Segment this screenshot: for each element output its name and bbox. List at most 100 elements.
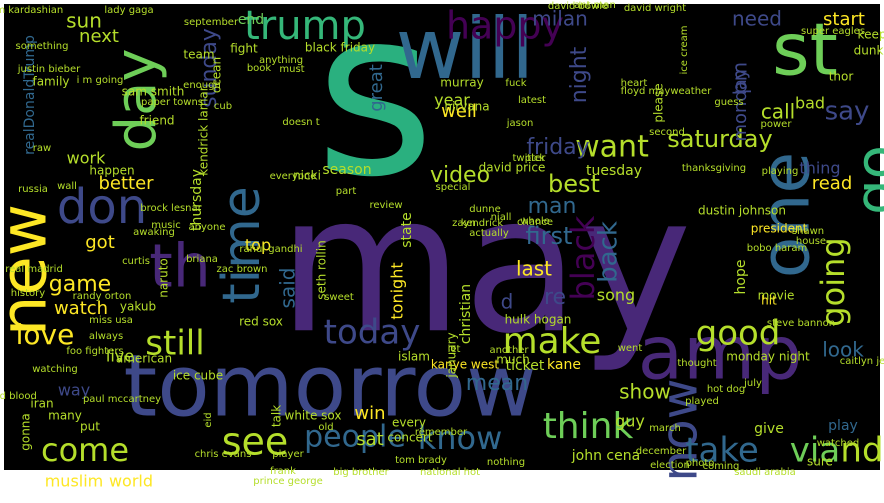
cloud-word: thursday <box>189 169 205 231</box>
cloud-word: look <box>822 338 864 362</box>
cloud-word: wall <box>57 181 77 192</box>
cloud-word: year <box>434 91 470 110</box>
cloud-word: ant man <box>574 0 616 11</box>
cloud-word: islam <box>398 350 430 364</box>
cloud-word: remember <box>415 427 468 438</box>
cloud-word: every <box>392 416 426 430</box>
cloud-word: iran <box>30 397 53 411</box>
cloud-word: sam smith <box>122 85 185 99</box>
cloud-word: sun <box>66 9 102 33</box>
cloud-word: kim kardashian <box>0 5 63 16</box>
cloud-word: house <box>796 236 826 247</box>
cloud-word: music <box>151 220 181 231</box>
cloud-word: nirvana <box>444 100 489 114</box>
cloud-word: people <box>304 420 406 455</box>
cloud-word: justin bieber <box>17 64 81 75</box>
cloud-word: st <box>772 8 838 92</box>
cloud-word: kendrick lamar <box>197 86 211 175</box>
cloud-word: come <box>41 431 129 469</box>
cloud-word: real madrid <box>5 264 63 275</box>
cloud-word: floyd mayweather <box>621 86 713 97</box>
cloud-word: cub <box>214 101 232 112</box>
cloud-word: actually <box>469 228 509 239</box>
cloud-word: tom brady <box>395 455 447 466</box>
cloud-word: steve bannon <box>767 318 835 329</box>
cloud-word: whole <box>520 216 550 227</box>
cloud-word: old <box>318 422 333 433</box>
cloud-word: nicki <box>293 169 321 183</box>
cloud-word: put <box>80 420 100 434</box>
cloud-word: good <box>696 314 781 354</box>
cloud-word: another <box>489 345 529 356</box>
cloud-word: guess <box>714 97 743 108</box>
cloud-word: tuesday <box>586 163 642 179</box>
cloud-word: tomorrow <box>124 336 537 436</box>
cloud-word: muslim <box>45 472 104 491</box>
cloud-word: paul mccartney <box>83 394 161 405</box>
cloud-word: give <box>754 421 784 437</box>
cloud-word: pm <box>728 62 752 94</box>
cloud-word: night <box>567 46 592 103</box>
cloud-word: sunday <box>197 28 222 108</box>
cloud-word: player <box>272 449 304 460</box>
cloud-word: hulk hogan <box>505 313 572 327</box>
cloud-word: live <box>106 347 134 366</box>
cloud-word: bad blood <box>0 391 37 402</box>
cloud-word: well <box>441 101 477 122</box>
cloud-word: twitter <box>513 153 547 164</box>
cloud-word: video <box>430 163 490 188</box>
cloud-word: chris evans <box>195 449 252 460</box>
cloud-word: now <box>651 378 709 481</box>
cloud-word: work <box>67 149 106 168</box>
cloud-word: win <box>354 403 385 424</box>
cloud-word: raw <box>33 143 51 154</box>
cloud-word: review <box>369 200 402 211</box>
cloud-word: s <box>315 0 435 228</box>
cloud-word: national hot <box>420 467 480 478</box>
cloud-word: thing <box>799 159 840 178</box>
cloud-word: milan <box>532 7 588 31</box>
cloud-word: book <box>247 63 272 74</box>
cloud-word: thanksgiving <box>682 163 746 174</box>
cloud-word: naruto <box>157 258 171 298</box>
cloud-word: better <box>98 173 154 194</box>
cloud-word: january <box>445 332 459 378</box>
cloud-word: david bowie <box>548 1 608 12</box>
cloud-word: history <box>11 288 45 299</box>
cloud-word: take <box>685 431 759 471</box>
cloud-word: big brother <box>333 467 389 478</box>
cloud-word: saturday <box>667 125 772 153</box>
cloud-word: way <box>58 381 90 400</box>
cloud-word: monday <box>730 68 751 141</box>
cloud-word: d <box>501 290 514 314</box>
cloud-word: december <box>636 446 687 457</box>
cloud-word: kane <box>547 357 581 373</box>
cloud-word: nd <box>840 431 883 471</box>
cloud-word: movie <box>758 289 795 303</box>
cloud-word: paper towns <box>141 97 203 108</box>
cloud-word: always <box>89 331 123 342</box>
cloud-word: read <box>812 173 853 194</box>
cloud-word: eid <box>203 412 214 427</box>
cloud-word: brock lesnar <box>140 203 202 214</box>
cloud-word: david price <box>479 161 546 175</box>
cloud-word: know <box>418 419 503 457</box>
cloud-word: everyone <box>270 171 317 182</box>
cloud-word: murray <box>440 76 483 90</box>
cloud-word: zayn <box>452 218 476 229</box>
cloud-word: happen <box>89 164 134 178</box>
cloud-word: amp <box>638 311 802 397</box>
cloud-word: best <box>548 170 600 198</box>
cloud-word: via <box>790 431 840 471</box>
cloud-word: back <box>594 221 624 283</box>
cloud-word: president <box>751 222 808 236</box>
cloud-word: zac brown <box>217 264 268 275</box>
cloud-word: don <box>57 179 147 235</box>
cloud-word: kanye west <box>431 358 499 372</box>
cloud-word: let <box>448 344 461 355</box>
cloud-word: lady gaga <box>104 5 153 16</box>
cloud-word: thought <box>677 358 716 369</box>
cloud-word: much <box>496 353 530 367</box>
cloud-word: time <box>212 186 272 303</box>
cloud-word: top <box>245 236 271 255</box>
